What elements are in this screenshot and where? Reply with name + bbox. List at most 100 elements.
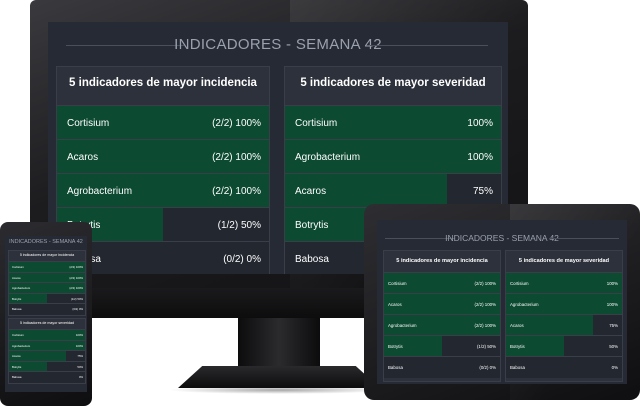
severity-row-label: Agrobacterium [510, 302, 539, 307]
phone-screen: INDICADORES - SEMANA 42 5 indicadores de… [5, 236, 87, 392]
title-divider-left [385, 238, 455, 239]
incidence-row-label: Acaros [12, 275, 21, 280]
incidence-row-value: (2/2) 100% [474, 302, 496, 307]
severity-row-value: 100% [467, 117, 493, 129]
incidence-row-value: (2/2) 100% [212, 117, 261, 129]
severity-row-bar [9, 351, 66, 362]
severity-row-bar [506, 336, 564, 357]
incidence-row-bar [384, 336, 442, 357]
incidence-row-bar [9, 293, 47, 304]
severity-row: Agrobacterium 100% [285, 139, 501, 174]
incidence-row-value: (2/2) 100% [69, 286, 83, 291]
severity-row: Acaros 75% [285, 173, 501, 208]
severity-panel: 5 indicadores de mayor severidad Cortisi… [505, 250, 623, 382]
severity-row-label: Cortisium [510, 281, 529, 286]
incidence-row-value: (2/2) 100% [474, 323, 496, 328]
severity-row-label: Acaros [12, 354, 21, 359]
incidence-row-label: Cortisium [12, 265, 24, 270]
incidence-row: Acaros (2/2) 100% [57, 139, 269, 174]
incidence-row: Agrobacterium (2/2) 100% [9, 282, 85, 294]
severity-row-value: 100% [75, 333, 83, 338]
severity-row-bar [285, 106, 501, 140]
incidence-panel: 5 indicadores de mayor incidencia Cortis… [383, 250, 501, 382]
tablet-screen: INDICADORES - SEMANA 42 5 indicadores de… [377, 220, 627, 384]
title-divider-right [370, 45, 488, 46]
severity-row: Acaros 75% [506, 314, 622, 336]
severity-row: Acaros 75% [9, 350, 85, 362]
incidence-row-label: Agrobacterium [12, 286, 31, 291]
severity-panel: 5 indicadores de mayor severidad Cortisi… [8, 318, 86, 384]
incidence-row-bar [384, 273, 500, 294]
incidence-row: Botrytis (1/2) 50% [384, 335, 500, 357]
incidence-panel-title: 5 indicadores de mayor incidencia [19, 253, 75, 257]
severity-row: Agrobacterium 100% [506, 293, 622, 315]
incidence-row-bar [57, 140, 269, 174]
severity-row-bar [285, 140, 501, 174]
incidence-row-label: Agrobacterium [67, 185, 133, 197]
incidence-row-bar [9, 272, 85, 283]
incidence-row-value: (0/2) 0% [479, 365, 496, 370]
dashboard-title: INDICADORES - SEMANA 42 [445, 233, 559, 243]
incidence-row: Agrobacterium (2/2) 100% [57, 173, 269, 208]
severity-row-bar [506, 315, 593, 336]
severity-row-value: 100% [606, 281, 618, 286]
dashboard-title: INDICADORES - SEMANA 42 [174, 36, 382, 53]
severity-row: Agrobacterium 100% [9, 339, 85, 351]
incidence-row: Cortisium (2/2) 100% [384, 272, 500, 294]
severity-row: Botrytis 50% [9, 360, 85, 372]
severity-row: Cortisium 100% [506, 272, 622, 294]
severity-row-value: 50% [77, 364, 83, 369]
incidence-row-label: Babosa [388, 365, 403, 370]
severity-row-label: Babosa [510, 365, 525, 370]
incidence-row: Cortisium (2/2) 100% [57, 105, 269, 140]
incidence-panel-title: 5 indicadores de mayor incidencia [69, 77, 257, 89]
monitor-stand-shadow [168, 386, 390, 394]
incidence-row-bar [9, 262, 85, 273]
incidence-row-bar [57, 106, 269, 140]
severity-row-label: Botrytis [510, 344, 525, 349]
dashboard-title: INDICADORES - SEMANA 42 [9, 239, 83, 245]
severity-row-bar [506, 294, 622, 315]
severity-row-label: Acaros [295, 185, 327, 197]
incidence-row: Cortisium (2/2) 100% [9, 261, 85, 273]
incidence-row-value: (1/2) 50% [217, 219, 261, 231]
monitor-stand-base [178, 366, 380, 388]
incidence-row-value: (1/2) 50% [70, 296, 83, 301]
incidence-panel-title: 5 indicadores de mayor incidencia [396, 258, 488, 264]
severity-row-bar [9, 340, 85, 351]
incidence-row-value: (2/2) 100% [474, 281, 496, 286]
severity-row: Botrytis 50% [506, 335, 622, 357]
severity-row: Cortisium 100% [9, 329, 85, 341]
severity-row-value: 75% [609, 323, 618, 328]
severity-panel-title: 5 indicadores de mayor severidad [20, 321, 74, 325]
incidence-row-label: Botrytis [388, 344, 403, 349]
severity-row-value: 75% [472, 185, 493, 197]
incidence-row-label: Agrobacterium [388, 323, 417, 328]
title-divider-right [549, 238, 619, 239]
severity-row-value: 50% [609, 344, 618, 349]
severity-row-label: Cortisium [295, 117, 338, 129]
incidence-row: Agrobacterium (2/2) 100% [384, 314, 500, 336]
severity-row-value: 0% [78, 375, 83, 380]
severity-row-bar [506, 273, 622, 294]
severity-row: Cortisium 100% [285, 105, 501, 140]
incidence-row-value: (2/2) 100% [69, 275, 83, 280]
incidence-row: Acaros (2/2) 100% [9, 271, 85, 283]
severity-row-label: Botrytis [295, 219, 329, 231]
severity-row-bar [9, 361, 47, 372]
incidence-row-label: Acaros [388, 302, 402, 307]
severity-row-bar [285, 174, 447, 208]
incidence-row-value: (2/2) 100% [212, 151, 261, 163]
severity-panel-title: 5 indicadores de mayor severidad [518, 258, 610, 264]
severity-row-value: 0% [611, 365, 618, 370]
severity-row: Babosa 0% [506, 356, 622, 378]
severity-row-value: 100% [75, 343, 83, 348]
incidence-row-bar [384, 294, 500, 315]
incidence-row: Babosa (0/2) 0% [9, 303, 85, 315]
incidence-row-label: Botrytis [12, 296, 22, 301]
incidence-row-value: (2/2) 100% [69, 265, 83, 270]
severity-row-label: Cortisium [12, 333, 24, 338]
incidence-row: Botrytis (1/2) 50% [9, 292, 85, 304]
incidence-row-value: (0/2) 0% [223, 253, 261, 265]
incidence-row-bar [57, 174, 269, 208]
